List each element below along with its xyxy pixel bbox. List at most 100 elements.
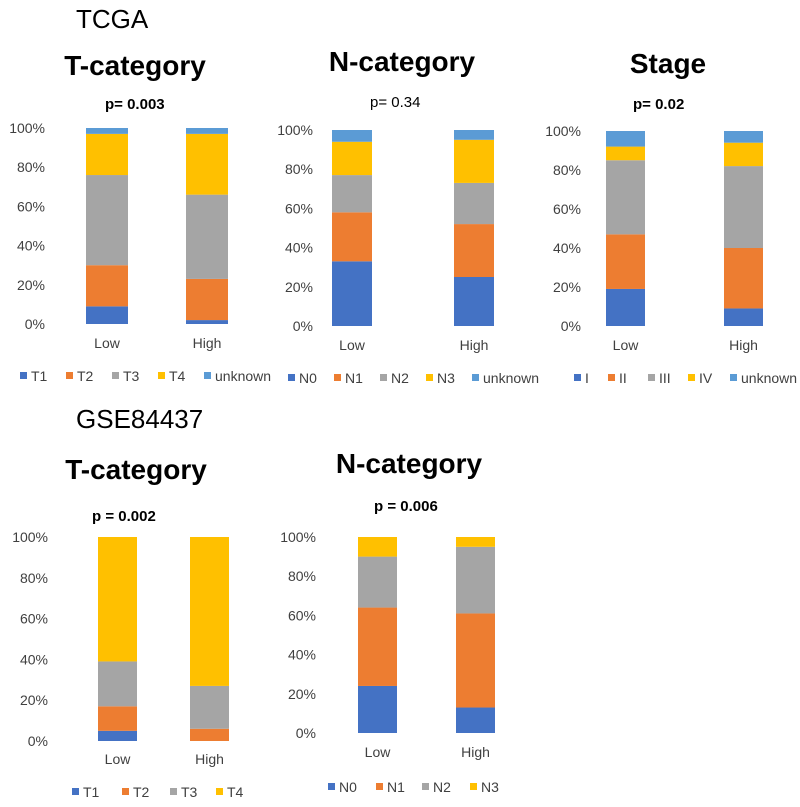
y-tick-label: 40% [285, 240, 313, 256]
bar-segment-i-high [724, 308, 763, 326]
legend-label: N1 [345, 370, 363, 386]
legend-swatch [72, 788, 79, 795]
y-tick-label: 40% [20, 651, 48, 667]
legend-label: T1 [83, 784, 100, 800]
x-category-label: Low [94, 335, 121, 351]
legend-swatch [204, 372, 211, 379]
bar-segment-n1-low [358, 607, 397, 686]
legend-swatch [422, 783, 429, 790]
legend-swatch [730, 374, 737, 381]
p-value: p= 0.34 [370, 94, 421, 111]
x-category-label: Low [339, 337, 366, 353]
bar-segment-iii-low [606, 160, 645, 235]
y-tick-label: 20% [285, 279, 313, 295]
y-tick-label: 60% [20, 611, 48, 627]
bar-segment-t3-low [98, 661, 137, 707]
y-tick-label: 80% [17, 159, 45, 175]
y-tick-label: 60% [553, 201, 581, 217]
y-tick-label: 0% [28, 733, 48, 749]
y-tick-label: 0% [296, 725, 316, 741]
y-tick-label: 100% [12, 529, 48, 545]
bar-segment-n3-low [358, 537, 397, 557]
bar-segment-t1-high [186, 320, 228, 324]
legend-label: unknown [741, 370, 797, 386]
bar-segment-n1-low [332, 212, 372, 262]
chart-title: T-category [65, 454, 207, 485]
legend-swatch [334, 374, 341, 381]
bar-segment-iv-high [724, 142, 763, 167]
legend-swatch [288, 374, 295, 381]
section-title-tcga: TCGA [76, 4, 149, 34]
legend-swatch [426, 374, 433, 381]
legend-swatch [470, 783, 477, 790]
legend-swatch [66, 372, 73, 379]
legend-swatch [376, 783, 383, 790]
legend-label: N2 [391, 370, 409, 386]
legend-swatch [112, 372, 119, 379]
gse-n-category-chart: N-category p = 0.006 0% 20% 40% 60% 80% 100% L… [278, 440, 540, 807]
legend-swatch [472, 374, 479, 381]
bar-segment-n1-high [454, 224, 494, 277]
chart-title: N-category [335, 448, 483, 479]
bar-segment-n2-high [456, 546, 495, 614]
bar-segment-n0-low [358, 685, 397, 733]
legend-label: T2 [77, 368, 94, 384]
legend-swatch [122, 788, 129, 795]
bar-segment-t2-high [186, 278, 228, 321]
y-tick-label: 60% [17, 198, 45, 214]
y-tick-label: 40% [288, 647, 316, 663]
bar-segment-unknown-high [724, 131, 763, 143]
y-tick-label: 80% [288, 568, 316, 584]
y-tick-label: 80% [285, 161, 313, 177]
legend-label: N3 [437, 370, 455, 386]
tcga-n-category-chart: N-category p= 0.34 0% 20% 40% 60% 80% 100% Low… [268, 40, 539, 400]
section-title-gse84437: GSE84437 [76, 404, 204, 434]
bar-segment-iv-low [606, 146, 645, 161]
bar-segment-t3-low [86, 175, 128, 266]
legend-label: T3 [181, 784, 198, 800]
y-tick-label: 100% [280, 529, 316, 545]
chart-title: T-category [64, 50, 206, 81]
y-tick-label: 20% [20, 692, 48, 708]
tcga-t-category-chart: T-category p= 0.003 0% 20% 40% 60% 80% 100% Lo… [0, 40, 271, 400]
bar-segment-unknown-low [86, 128, 128, 134]
y-tick-label: 40% [17, 238, 45, 254]
bar-segment-t2-high [190, 728, 229, 741]
bar-segment-n0-low [332, 261, 372, 326]
x-category-label: Low [613, 337, 640, 353]
y-tick-label: 80% [20, 570, 48, 586]
legend-label: N2 [433, 779, 451, 795]
bar-segment-n0-high [456, 707, 495, 733]
bar-segment-t4-low [86, 133, 128, 176]
legend-label: N0 [299, 370, 317, 386]
legend-swatch [608, 374, 615, 381]
bar-segment-iii-high [724, 166, 763, 248]
bar-segment-n2-low [332, 175, 372, 213]
bar-segment-t4-high [186, 133, 228, 195]
y-tick-label: 0% [561, 318, 581, 334]
bar-segment-t3-high [186, 194, 228, 279]
legend-label: II [619, 370, 627, 386]
legend-swatch [328, 783, 335, 790]
p-value: p= 0.003 [105, 96, 165, 113]
y-tick-label: 20% [553, 279, 581, 295]
bar-segment-ii-low [606, 234, 645, 289]
y-tick-label: 60% [288, 607, 316, 623]
bar-segment-t4-low [98, 537, 137, 662]
y-tick-label: 60% [285, 200, 313, 216]
legend-swatch [574, 374, 581, 381]
bar-segment-n1-high [456, 613, 495, 708]
y-tick-label: 20% [288, 686, 316, 702]
chart-title: N-category [328, 46, 476, 77]
legend-label: N1 [387, 779, 405, 795]
chart-plot: 0% 20% 40% 60% 80% 100% Low High T1 T2 T3 T4 [12, 529, 243, 800]
chart-title: Stage [629, 48, 707, 79]
bar-segment-unknown-low [606, 131, 645, 147]
bar-segment-i-low [606, 288, 645, 326]
bar-segment-t1-low [86, 306, 128, 324]
legend-swatch [688, 374, 695, 381]
y-tick-label: 100% [9, 120, 45, 136]
x-category-label: Low [365, 744, 392, 760]
p-value: p = 0.002 [92, 508, 156, 525]
